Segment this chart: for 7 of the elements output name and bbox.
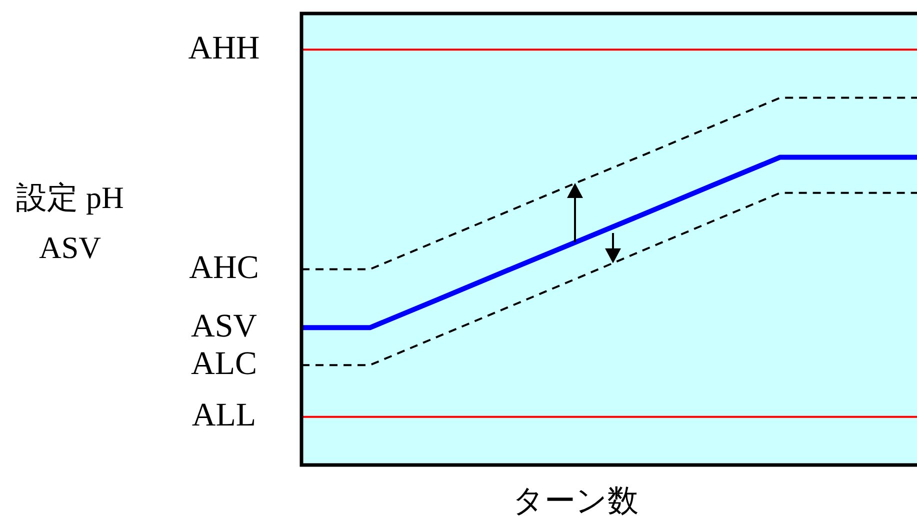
ref-line-label: AHH [188,30,260,66]
x-axis-title: ターン数 [512,483,638,517]
series-label: ASV [190,308,258,344]
ref-line-label: ALL [192,398,256,434]
series-label: ALC [191,346,257,382]
text: 設定 pH ASV [16,180,124,266]
series-label: AHC [189,250,259,286]
